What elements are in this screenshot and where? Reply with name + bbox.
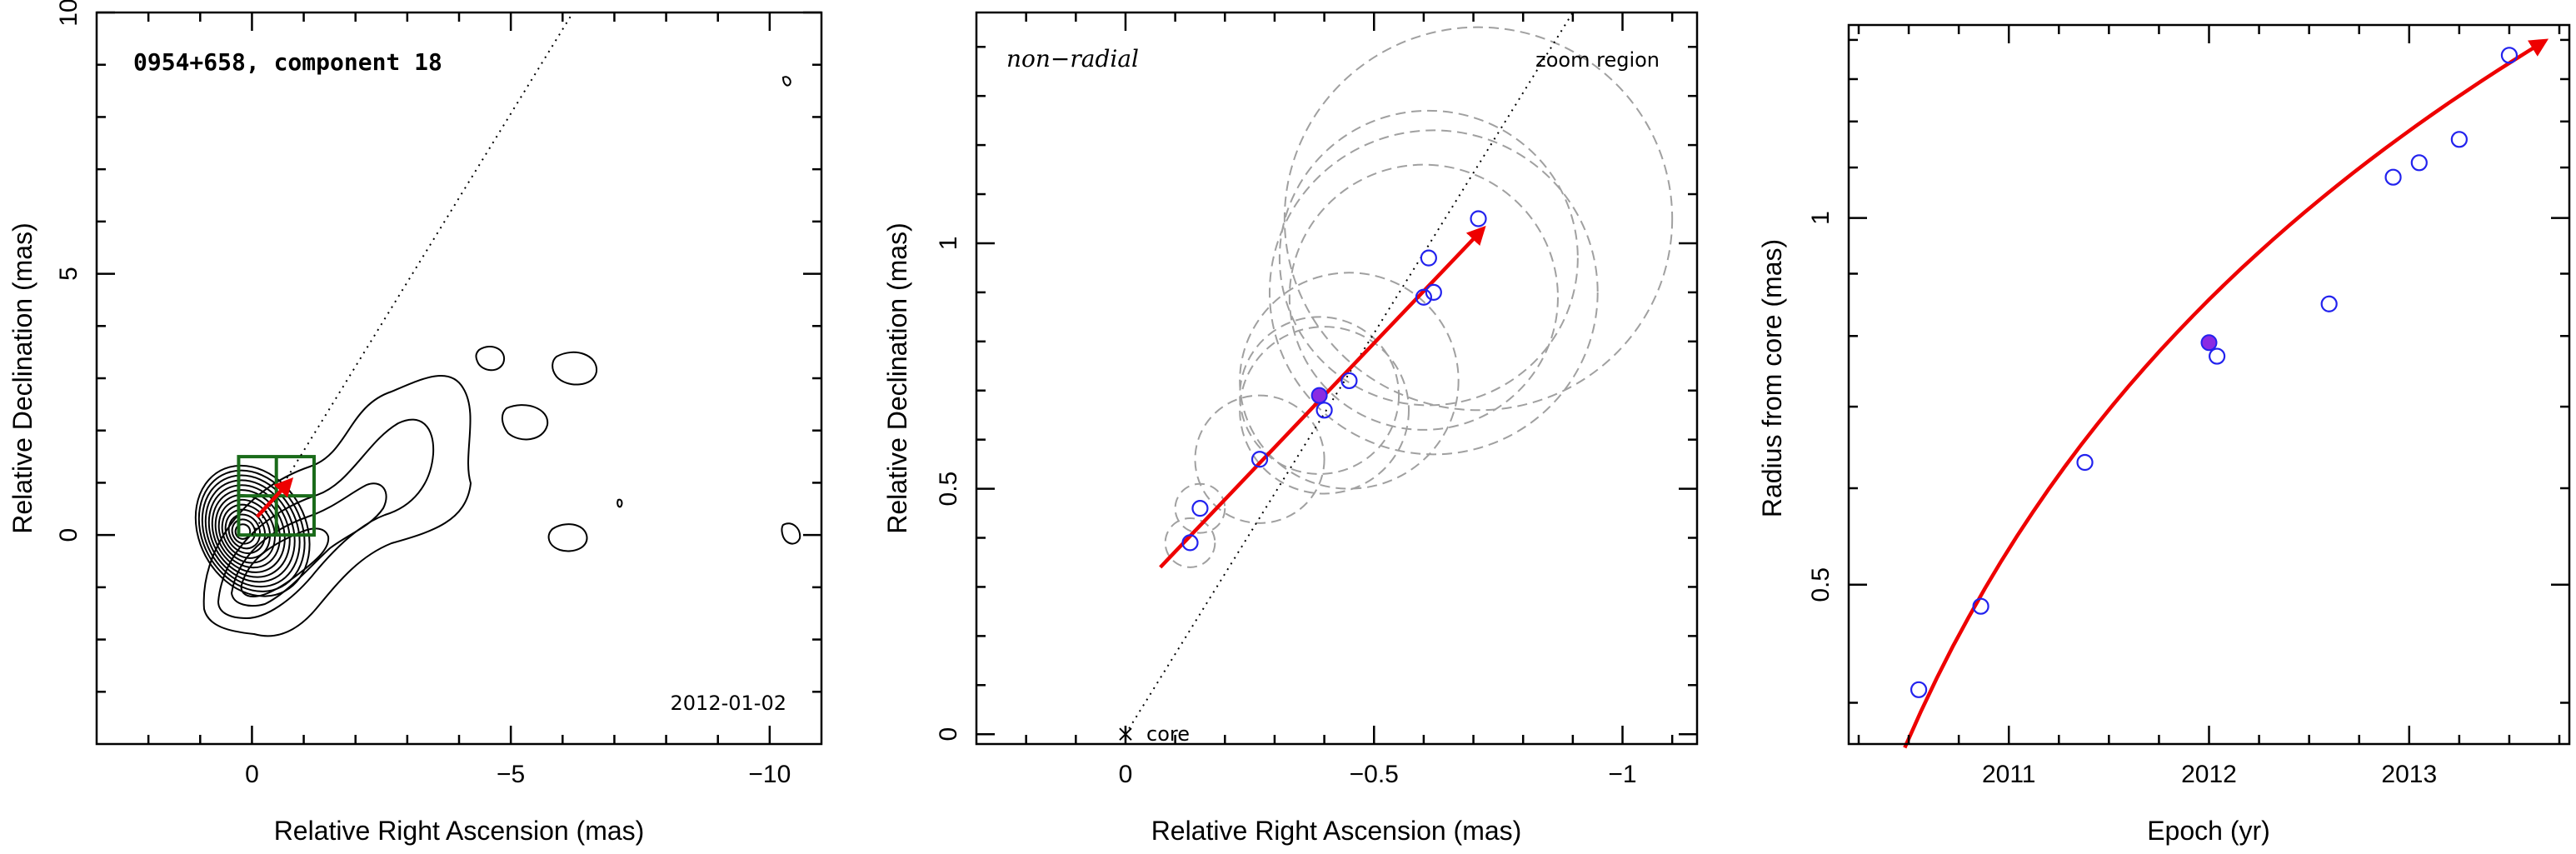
zoom-nonradial-label: non−radial [1006, 45, 1139, 72]
radius-point [1910, 681, 1928, 698]
zoom-frame [975, 11, 1699, 746]
position-point [1315, 402, 1333, 419]
reference-epoch-point [2200, 334, 2218, 352]
position-point [1425, 283, 1442, 301]
contour-outline [217, 418, 435, 620]
zoom-y-axis-label: Relative Declination (mas) [882, 222, 912, 533]
radius-y-tick-label: 0.5 [1807, 567, 1835, 602]
contour-outline [781, 522, 801, 545]
contour-level [224, 508, 267, 555]
radius-y-axis-label: Radius from core (mas) [1757, 239, 1787, 517]
contour-outline [781, 76, 791, 87]
radius-x-axis-label: Epoch (yr) [2147, 816, 2270, 846]
map-y-tick-label: 5 [55, 267, 82, 281]
map-x-tick-label: −5 [497, 761, 525, 788]
radius-point [2384, 168, 2402, 186]
radius-ticks: 2011 2012 2013 0.5 1 [1807, 25, 2569, 788]
contour-outline [552, 351, 598, 386]
position-point [1420, 249, 1437, 267]
radius-plot-area [1903, 38, 2549, 749]
zoom-region-label: zoom region [1535, 48, 1660, 72]
map-x-tick-label: 0 [245, 761, 259, 788]
radius-y-tick-label: 1 [1807, 211, 1835, 225]
contour-outline [547, 523, 588, 552]
zoom-x-tick-label: −0.5 [1350, 761, 1399, 788]
uncertainty-circle [1194, 394, 1325, 524]
reference-epoch-point [1310, 387, 1328, 404]
radius-point [2410, 154, 2428, 172]
position-point [1415, 288, 1432, 306]
uncertainty-circle [1239, 272, 1460, 490]
panel-radius: 2011 2012 2013 0.5 1 Epoch (yr) Radius from … [1757, 23, 2571, 846]
map-y-axis-label: Relative Declination (mas) [7, 222, 37, 533]
contour-level [211, 489, 286, 573]
zoom-ticks: 0 −0.5 −1 0 0.5 1 [935, 12, 1697, 788]
uncertainty-circle [1268, 129, 1599, 456]
fitted-radius-curve [1903, 38, 2549, 749]
map-plot-area [194, 12, 801, 637]
position-point [1340, 372, 1358, 390]
position-point [1191, 500, 1209, 517]
contour-outline [202, 375, 472, 637]
position-point [1251, 451, 1269, 468]
radius-point [2209, 347, 2226, 365]
radius-point [2320, 295, 2338, 312]
map-title: 0954+658, component 18 [133, 48, 442, 76]
uncertainty-circle [1239, 326, 1410, 495]
map-date-label: 2012-01-02 [671, 692, 786, 715]
map-frame [95, 11, 823, 746]
zoom-y-tick-label: 0.5 [935, 472, 962, 507]
jet-direction-line [251, 12, 574, 536]
radius-x-tick-label: 2013 [2381, 761, 2437, 788]
zoom-x-axis-label: Relative Right Ascension (mas) [1151, 816, 1522, 846]
contour-outline [502, 404, 549, 441]
zoom-plot-area [1119, 12, 1674, 742]
map-x-tick-label: −10 [748, 761, 791, 788]
contour-outline [240, 527, 330, 598]
uncertainty-circle [1278, 109, 1579, 407]
radius-point [1972, 597, 1989, 615]
position-point [1470, 210, 1487, 227]
fitted-motion-arrow [255, 477, 294, 518]
radius-x-tick-label: 2011 [1982, 761, 2036, 788]
contour-outline [617, 498, 623, 508]
uncertainty-circle [1164, 517, 1216, 568]
zoom-core-label: core [1146, 722, 1190, 746]
contour-outline [475, 346, 506, 372]
contour-level [204, 479, 296, 583]
zoom-y-tick-label: 1 [935, 237, 962, 251]
contour-level [201, 474, 301, 588]
uncertainty-circle [1288, 163, 1559, 431]
zoom-y-tick-label: 0 [935, 727, 962, 742]
contour-level [214, 494, 281, 569]
radius-point [2076, 453, 2094, 472]
map-y-tick-label: 10 [55, 0, 82, 27]
panel-zoom: 0 −0.5 −1 0 0.5 1 non−radial zoom region core… [882, 11, 1699, 846]
jet-direction-line [1125, 12, 1574, 735]
map-ticks: 0 −5 −10 0 5 10 [55, 0, 821, 788]
radius-x-tick-label: 2012 [2181, 761, 2237, 788]
radius-point [2500, 47, 2519, 64]
zoom-x-tick-label: 0 [1119, 761, 1133, 788]
contour-outline [230, 482, 387, 607]
uncertainty-circle [1283, 26, 1674, 412]
map-x-axis-label: Relative Right Ascension (mas) [274, 816, 645, 846]
position-point [1181, 534, 1199, 552]
map-y-tick-label: 0 [55, 528, 82, 542]
radius-point [2450, 131, 2468, 148]
panel-map: 0 −5 −10 0 5 10 0954+658, component 18 2012-0… [7, 0, 823, 846]
zoom-x-tick-label: −1 [1608, 761, 1636, 788]
uncertainty-circle [1239, 316, 1400, 475]
